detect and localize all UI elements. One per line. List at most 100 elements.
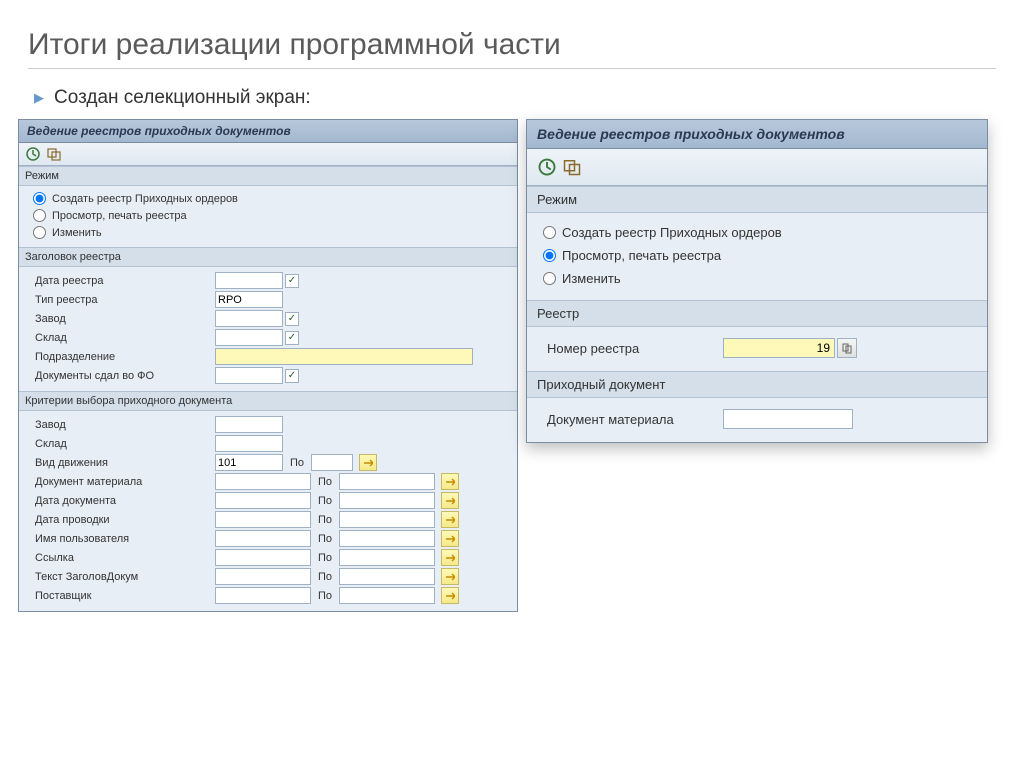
slide-title: Итоги реализации программной части <box>28 0 996 69</box>
group-mode-body: Создать реестр Приходных ордеров Просмот… <box>19 186 517 247</box>
multi-select-btn[interactable] <box>441 511 459 528</box>
group-doc-header: Приходный документ <box>527 371 987 398</box>
input-submitted[interactable] <box>215 367 283 384</box>
sap-window-right: Ведение реестров приходных документов Ре… <box>526 119 988 443</box>
radio-edit-input[interactable] <box>543 272 556 285</box>
group-mode-header: Режим <box>527 186 987 213</box>
label-c-ref: Ссылка <box>25 552 215 564</box>
input-c-htext-to[interactable] <box>339 568 435 585</box>
execute-icon[interactable] <box>537 157 557 177</box>
check-icon: ✓ <box>285 312 299 326</box>
po-label: По <box>311 495 339 507</box>
multi-select-btn[interactable] <box>441 492 459 509</box>
group-registry-body: Номер реестра <box>527 327 987 371</box>
radio-create-label: Создать реестр Приходных ордеров <box>562 225 782 240</box>
input-c-ref-to[interactable] <box>339 549 435 566</box>
input-c-user-to[interactable] <box>339 530 435 547</box>
multi-select-btn[interactable] <box>441 530 459 547</box>
radio-edit-input[interactable] <box>33 226 46 239</box>
input-c-movtype-from[interactable] <box>215 454 283 471</box>
multi-select-btn[interactable] <box>359 454 377 471</box>
radio-create[interactable]: Создать реестр Приходных ордеров <box>543 221 973 244</box>
label-submitted: Документы сдал во ФО <box>25 370 215 382</box>
multi-select-btn[interactable] <box>441 587 459 604</box>
toolbar <box>527 149 987 186</box>
radio-create[interactable]: Создать реестр Приходных ордеров <box>33 190 507 207</box>
label-matdoc: Документ материала <box>543 412 723 427</box>
check-icon: ✓ <box>285 274 299 288</box>
radio-edit[interactable]: Изменить <box>543 267 973 290</box>
po-label: По <box>311 476 339 488</box>
input-c-postdate-from[interactable] <box>215 511 311 528</box>
label-c-plant: Завод <box>25 419 215 431</box>
input-c-vendor-to[interactable] <box>339 587 435 604</box>
input-c-matdoc-from[interactable] <box>215 473 311 490</box>
search-help-icon[interactable] <box>837 338 857 358</box>
label-division: Подразделение <box>25 351 215 363</box>
radio-view[interactable]: Просмотр, печать реестра <box>33 207 507 224</box>
input-c-movtype-to[interactable] <box>311 454 353 471</box>
radio-edit[interactable]: Изменить <box>33 224 507 241</box>
sap-window-left: Ведение реестров приходных документов Ре… <box>18 119 518 612</box>
input-regnum[interactable] <box>723 338 835 358</box>
input-c-vendor-from[interactable] <box>215 587 311 604</box>
window-title: Ведение реестров приходных документов <box>527 120 987 149</box>
radio-view-input[interactable] <box>543 249 556 262</box>
multi-select-btn[interactable] <box>441 568 459 585</box>
group-mode-header: Режим <box>19 166 517 186</box>
group-criteria-body: Завод Склад Вид движения По Документ мат… <box>19 411 517 611</box>
po-label: По <box>311 590 339 602</box>
bullet-icon: ▶ <box>34 90 44 106</box>
input-c-htext-from[interactable] <box>215 568 311 585</box>
group-doc-body: Документ материала <box>527 398 987 442</box>
input-c-docdate-from[interactable] <box>215 492 311 509</box>
input-c-storage[interactable] <box>215 435 283 452</box>
radio-create-input[interactable] <box>543 226 556 239</box>
input-c-plant[interactable] <box>215 416 283 433</box>
input-date[interactable] <box>215 272 283 289</box>
group-header-body: Дата реестра ✓ Тип реестра Завод ✓ Склад… <box>19 267 517 391</box>
input-c-user-from[interactable] <box>215 530 311 547</box>
label-type: Тип реестра <box>25 294 215 306</box>
po-label: По <box>311 514 339 526</box>
label-plant: Завод <box>25 313 215 325</box>
input-c-matdoc-to[interactable] <box>339 473 435 490</box>
input-plant[interactable] <box>215 310 283 327</box>
label-c-postdate: Дата проводки <box>25 514 215 526</box>
label-regnum: Номер реестра <box>543 341 723 356</box>
bullet-text: Создан селекционный экран: <box>54 87 311 109</box>
radio-create-input[interactable] <box>33 192 46 205</box>
input-type[interactable] <box>215 291 283 308</box>
radio-view-input[interactable] <box>33 209 46 222</box>
bullet-row: ▶ Создан селекционный экран: <box>0 69 1024 119</box>
radio-view[interactable]: Просмотр, печать реестра <box>543 244 973 267</box>
group-criteria-header: Критерии выбора приходного документа <box>19 391 517 411</box>
check-icon: ✓ <box>285 331 299 345</box>
multi-select-btn[interactable] <box>441 473 459 490</box>
label-c-docdate: Дата документа <box>25 495 215 507</box>
input-c-docdate-to[interactable] <box>339 492 435 509</box>
input-c-ref-from[interactable] <box>215 549 311 566</box>
group-registry-header: Реестр <box>527 300 987 327</box>
input-storage[interactable] <box>215 329 283 346</box>
po-label: По <box>311 533 339 545</box>
group-mode-body: Создать реестр Приходных ордеров Просмот… <box>527 213 987 300</box>
check-icon: ✓ <box>285 369 299 383</box>
toolbar <box>19 143 517 166</box>
execute-icon[interactable] <box>25 146 41 162</box>
po-label: По <box>311 571 339 583</box>
po-label: По <box>283 457 311 469</box>
input-c-postdate-to[interactable] <box>339 511 435 528</box>
input-matdoc[interactable] <box>723 409 853 429</box>
label-c-movtype: Вид движения <box>25 457 215 469</box>
radio-edit-label: Изменить <box>562 271 621 286</box>
input-division[interactable] <box>215 348 473 365</box>
variant-icon[interactable] <box>46 146 62 162</box>
window-title: Ведение реестров приходных документов <box>19 120 517 143</box>
label-storage: Склад <box>25 332 215 344</box>
po-label: По <box>311 552 339 564</box>
label-c-user: Имя пользователя <box>25 533 215 545</box>
multi-select-btn[interactable] <box>441 549 459 566</box>
label-c-matdoc: Документ материала <box>25 476 215 488</box>
variant-icon[interactable] <box>562 157 582 177</box>
